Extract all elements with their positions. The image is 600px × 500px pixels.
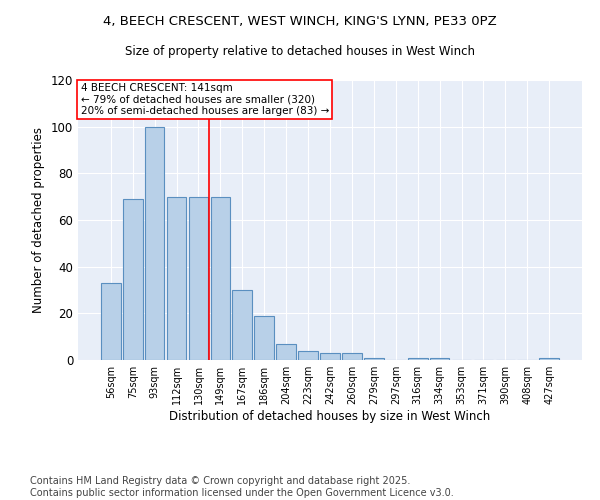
Text: Contains HM Land Registry data © Crown copyright and database right 2025.
Contai: Contains HM Land Registry data © Crown c… xyxy=(30,476,454,498)
Bar xyxy=(364,358,384,360)
Bar xyxy=(145,126,164,360)
Bar xyxy=(123,199,143,360)
Bar xyxy=(320,353,340,360)
Bar xyxy=(101,283,121,360)
Y-axis label: Number of detached properties: Number of detached properties xyxy=(32,127,45,313)
Text: Size of property relative to detached houses in West Winch: Size of property relative to detached ho… xyxy=(125,45,475,58)
Bar xyxy=(188,196,208,360)
Text: 4, BEECH CRESCENT, WEST WINCH, KING'S LYNN, PE33 0PZ: 4, BEECH CRESCENT, WEST WINCH, KING'S LY… xyxy=(103,15,497,28)
Bar xyxy=(167,196,187,360)
Bar xyxy=(539,358,559,360)
Bar xyxy=(342,353,362,360)
Bar xyxy=(232,290,252,360)
Bar xyxy=(408,358,428,360)
Bar xyxy=(276,344,296,360)
X-axis label: Distribution of detached houses by size in West Winch: Distribution of detached houses by size … xyxy=(169,410,491,423)
Bar xyxy=(298,350,318,360)
Bar xyxy=(254,316,274,360)
Text: 4 BEECH CRESCENT: 141sqm
← 79% of detached houses are smaller (320)
20% of semi-: 4 BEECH CRESCENT: 141sqm ← 79% of detach… xyxy=(80,83,329,116)
Bar xyxy=(211,196,230,360)
Bar xyxy=(430,358,449,360)
